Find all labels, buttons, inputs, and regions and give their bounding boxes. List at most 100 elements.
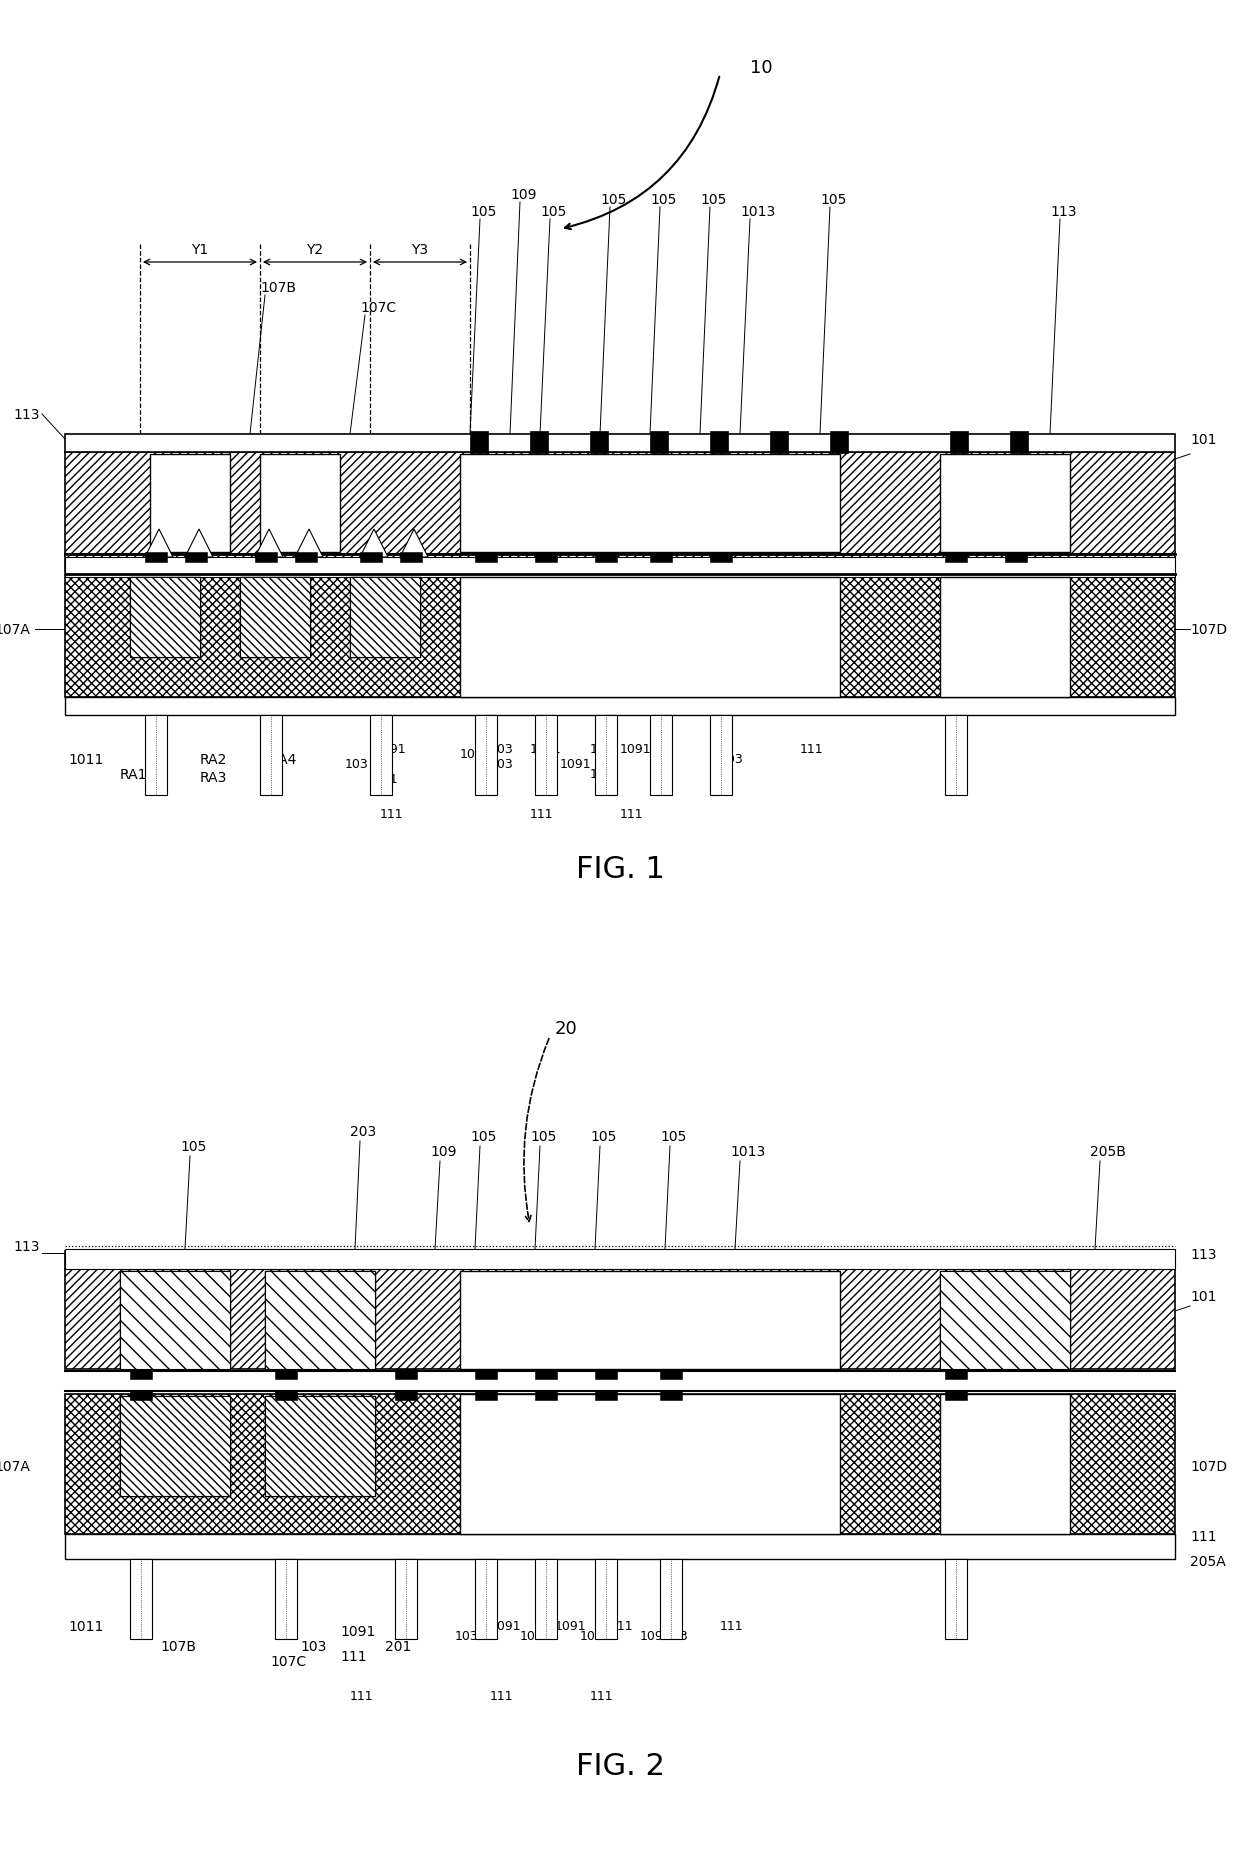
Text: 113: 113 (14, 408, 40, 421)
Bar (130, 577, 200, 657)
Text: 103: 103 (490, 759, 513, 772)
Bar (590, 433, 608, 453)
Bar (534, 1390, 557, 1401)
Bar (529, 433, 548, 453)
Text: 103: 103 (720, 753, 744, 766)
Text: 107A: 107A (0, 622, 30, 637)
Text: 105: 105 (590, 1129, 616, 1143)
Text: 105: 105 (650, 193, 676, 206)
Bar (241, 577, 310, 657)
Text: 111: 111 (350, 1689, 373, 1703)
Bar (120, 1395, 229, 1497)
Text: 111: 111 (374, 774, 398, 787)
Text: 107C: 107C (270, 1654, 306, 1669)
Text: 111: 111 (590, 744, 614, 757)
Bar (130, 1390, 153, 1401)
Text: 107C: 107C (360, 302, 396, 315)
Text: 1011: 1011 (68, 753, 103, 766)
Bar (595, 1390, 618, 1401)
Bar (64, 1251, 1176, 1270)
Bar (945, 553, 967, 562)
Bar (145, 715, 167, 796)
Bar (770, 433, 787, 453)
Text: 113: 113 (1050, 204, 1076, 219)
Text: 1091: 1091 (640, 1630, 672, 1643)
Text: 103: 103 (650, 759, 673, 772)
Bar (64, 697, 1176, 715)
Polygon shape (145, 530, 174, 558)
Text: 113: 113 (1190, 1247, 1216, 1261)
Bar (940, 1394, 1070, 1534)
Text: 1091: 1091 (529, 744, 562, 757)
Bar (275, 1558, 298, 1639)
Text: 1091: 1091 (620, 744, 652, 757)
Bar (660, 1558, 682, 1639)
Bar (185, 553, 207, 562)
Text: 109: 109 (430, 1144, 456, 1158)
Bar (265, 1272, 374, 1369)
Text: 1011: 1011 (68, 1618, 103, 1633)
Bar (534, 553, 557, 562)
Text: 111: 111 (490, 1689, 513, 1703)
Bar (64, 435, 1176, 453)
Text: 111: 111 (800, 744, 823, 757)
Text: 1091: 1091 (374, 744, 407, 757)
Bar (350, 577, 420, 657)
Bar (350, 577, 420, 657)
Text: 107B: 107B (260, 281, 296, 294)
Text: 205A: 205A (1190, 1555, 1226, 1568)
Polygon shape (255, 530, 283, 558)
Text: 103: 103 (345, 759, 368, 772)
Bar (940, 455, 1070, 553)
Text: 105: 105 (180, 1139, 206, 1154)
Text: FIG. 2: FIG. 2 (575, 1751, 665, 1781)
Text: 109: 109 (510, 187, 537, 202)
Bar (650, 715, 672, 796)
Bar (595, 715, 618, 796)
Polygon shape (295, 530, 322, 558)
Bar (460, 577, 839, 697)
Bar (660, 1369, 682, 1379)
Text: 103: 103 (300, 1639, 326, 1654)
Bar (265, 1395, 374, 1497)
Bar (534, 715, 557, 796)
Text: 111: 111 (610, 1620, 634, 1633)
Text: 1013: 1013 (730, 1144, 765, 1158)
Text: 103: 103 (665, 1630, 688, 1643)
Bar (830, 433, 848, 453)
Bar (370, 715, 392, 796)
Text: 105: 105 (820, 193, 847, 206)
Text: 111: 111 (340, 1648, 367, 1663)
Bar (460, 455, 839, 553)
Text: 1091: 1091 (490, 1620, 522, 1633)
Text: 107B: 107B (160, 1639, 196, 1654)
Text: Y1: Y1 (191, 243, 208, 257)
Bar (145, 553, 167, 562)
Text: RA4: RA4 (270, 753, 298, 766)
Bar (396, 1558, 417, 1639)
Bar (1004, 553, 1027, 562)
Bar (260, 715, 281, 796)
Bar (64, 1534, 1176, 1558)
Text: 107A: 107A (0, 1459, 30, 1474)
Text: 203: 203 (350, 1124, 376, 1139)
Bar (1011, 433, 1028, 453)
Text: 111: 111 (620, 807, 644, 820)
Bar (595, 1558, 618, 1639)
Bar (711, 433, 728, 453)
Bar (660, 1390, 682, 1401)
Bar (64, 577, 1176, 697)
Text: 107D: 107D (1190, 1459, 1228, 1474)
Text: 103: 103 (580, 1630, 604, 1643)
Text: 10: 10 (750, 58, 773, 77)
Bar (64, 453, 1176, 573)
Text: 103: 103 (455, 1630, 479, 1643)
Bar (275, 1390, 298, 1401)
Text: 111: 111 (1190, 1528, 1216, 1543)
Text: 105: 105 (701, 193, 727, 206)
Bar (945, 715, 967, 796)
Bar (475, 553, 497, 562)
Bar (534, 1558, 557, 1639)
Bar (64, 558, 1176, 577)
Bar (150, 455, 229, 553)
